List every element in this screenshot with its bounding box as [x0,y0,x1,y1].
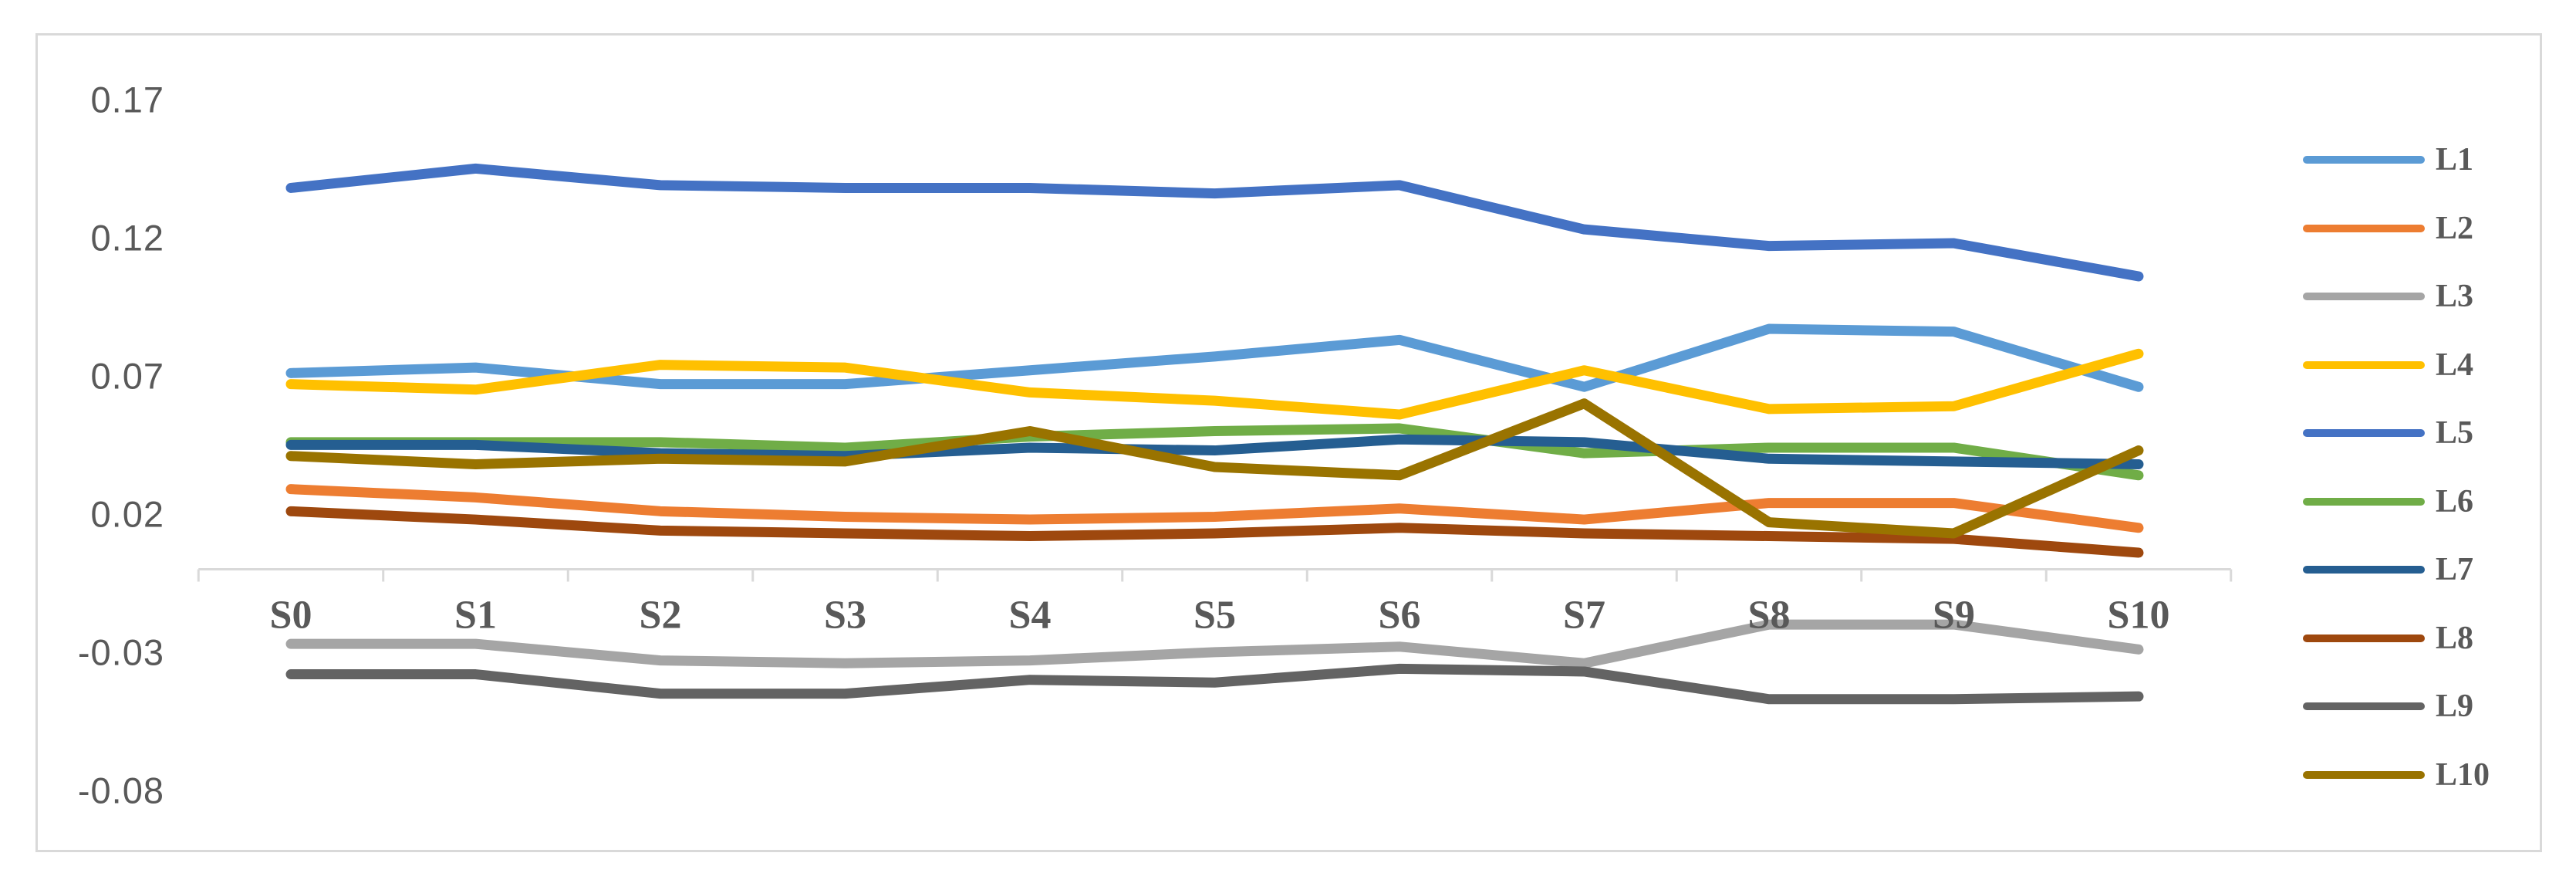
legend-item-l3: L3 [2303,277,2473,316]
series-line-l1 [285,323,2144,392]
legend-label-l4: L4 [2436,347,2474,383]
legend-label-l10: L10 [2436,756,2490,793]
legend-swatch-l1 [2303,156,2425,164]
legend-item-l4: L4 [2303,346,2473,384]
x-category-label-s3: S3 [824,593,866,638]
legend-label-l7: L7 [2436,552,2474,587]
legend-swatch-l8 [2303,634,2425,642]
legend-item-l10: L10 [2303,756,2490,794]
series-line-l8 [285,506,2144,558]
legend-label-l8: L8 [2436,620,2474,656]
series-line-l5 [285,163,2144,282]
y-tick-label: 0.12 [90,217,164,259]
y-tick-label: 0.17 [90,79,164,120]
x-category-label-s6: S6 [1378,593,1421,638]
legend-swatch-l10 [2303,770,2425,779]
x-axis [197,568,2233,582]
y-tick-label: -0.03 [77,631,164,673]
legend-item-l7: L7 [2303,550,2473,589]
series-lines [285,163,2144,705]
x-category-label-s0: S0 [269,593,312,638]
legend-swatch-l7 [2303,566,2425,574]
x-category-label-s10: S10 [2107,593,2170,638]
legend-swatch-l4 [2303,360,2425,369]
legend-item-l2: L2 [2303,209,2473,248]
legend-label-l1: L1 [2436,142,2474,178]
y-tick-label: 0.02 [90,493,164,535]
x-category-label-s7: S7 [1563,593,1605,638]
y-tick-label: -0.08 [77,770,164,811]
x-category-label-s2: S2 [639,593,682,638]
legend-label-l6: L6 [2436,483,2474,519]
series-line-l10 [285,398,2144,539]
legend-item-l9: L9 [2303,687,2473,726]
series-line-l4 [285,348,2144,420]
legend-item-l6: L6 [2303,482,2473,521]
legend-item-l8: L8 [2303,619,2473,658]
legend-swatch-l9 [2303,702,2425,710]
series-line-l7 [285,434,2144,469]
series-line-l3 [285,619,2144,668]
legend-item-l5: L5 [2303,414,2473,452]
legend-swatch-l6 [2303,497,2425,506]
legend-label-l5: L5 [2436,415,2474,451]
y-tick-label: 0.07 [90,355,164,397]
legend-label-l9: L9 [2436,689,2474,724]
legend-swatch-l5 [2303,429,2425,437]
series-line-l6 [285,423,2144,481]
x-category-label-s1: S1 [454,593,497,638]
x-category-label-s4: S4 [1008,593,1052,638]
x-category-label-s5: S5 [1193,593,1236,638]
legend-swatch-l2 [2303,224,2425,232]
legend-label-l3: L3 [2436,279,2474,314]
series-line-l9 [285,663,2144,705]
x-category-label-s8: S8 [1747,593,1791,638]
legend-label-l2: L2 [2436,210,2474,246]
legend-swatch-l3 [2303,293,2425,300]
series-line-l2 [285,484,2144,533]
legend-item-l1: L1 [2303,140,2473,179]
x-category-label-s9: S9 [1933,593,1975,638]
